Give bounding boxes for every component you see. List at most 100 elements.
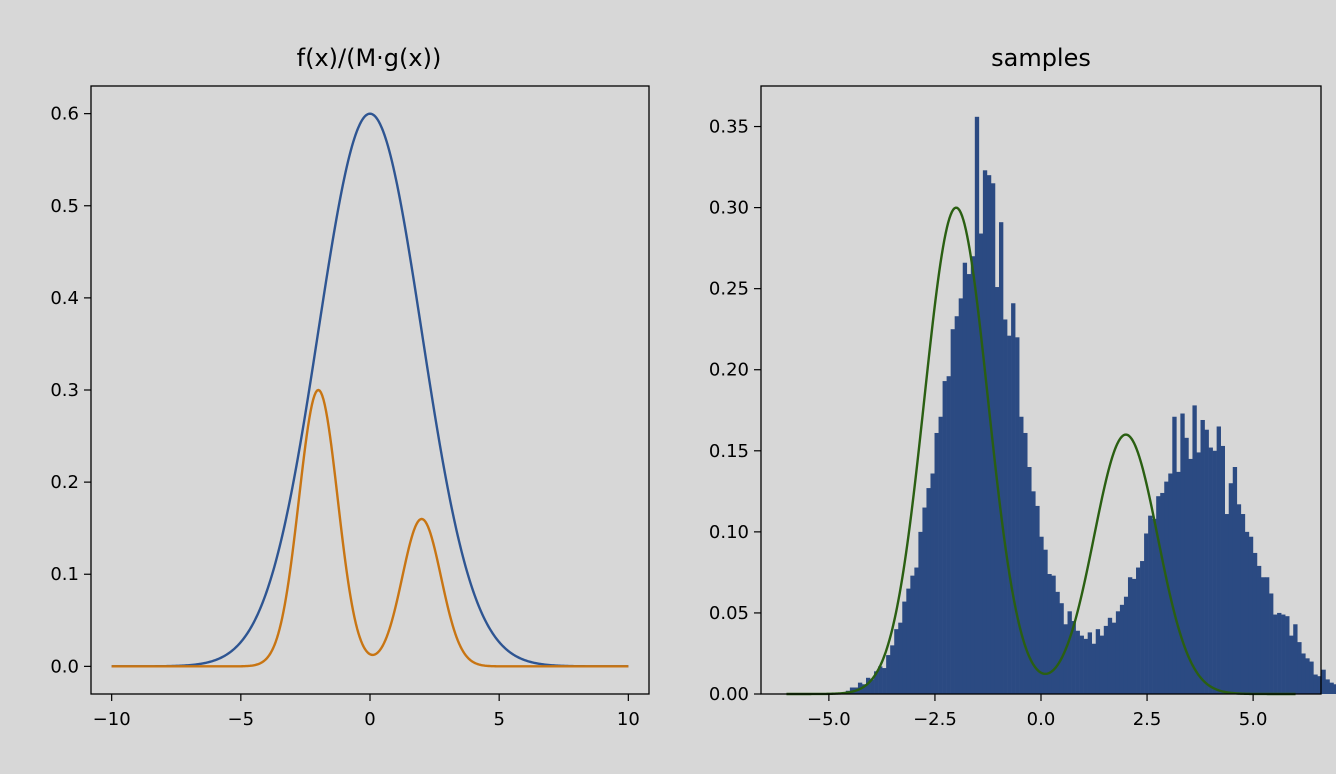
left-chart: f(x)/(M·g(x)) −10 −5 0 5 10 0.0 0.1 0.2 0.3 0.4 0.… [50,44,650,730]
hist-bar [1067,611,1072,694]
hist-bar [1168,473,1173,694]
hist-bar [986,175,992,695]
hist-bar [1043,549,1048,694]
hist-bar [1244,531,1250,694]
series-line-orange [111,388,629,668]
hist-bar [1321,669,1326,694]
hist-bar [1063,624,1068,694]
y-tick-label: 0.30 [709,198,749,219]
y-tick-label: 0.00 [709,684,749,705]
hist-bar [1091,643,1097,694]
hist-bar [1224,514,1230,694]
hist-bar [1208,447,1213,694]
hist-bar [1123,596,1129,694]
x-tick-label: 2.5 [1133,709,1162,730]
hist-bar [934,432,939,694]
hist-bar [918,531,923,694]
hist-bar [974,116,980,694]
right-chart-title: samples [991,44,1091,72]
hist-bar [1212,450,1217,694]
hist-bar [1265,577,1270,694]
left-chart-title: f(x)/(M·g(x)) [297,44,442,72]
hist-bar [1071,621,1076,694]
right-chart: samples −5.0 −2.5 0.0 2.5 5.0 0.00 0.05 0.10 0.1… [709,44,1336,730]
hist-bar [958,298,964,694]
hist-bar [1115,611,1121,694]
hist-bar [966,274,972,694]
hist-bar [1313,674,1318,694]
y-tick-label: 0.0 [50,656,79,677]
hist-bar [946,376,951,694]
hist-bar [1019,416,1024,694]
right-plot-area: −5.0 −2.5 0.0 2.5 5.0 0.00 0.05 0.10 0.15 0.20 0.2… [709,117,1336,730]
hist-bar [1148,515,1153,694]
hist-bar [1011,303,1016,694]
y-tick-label: 0.10 [709,522,749,543]
hist-bar [1144,533,1149,694]
x-tick-label: −2.5 [913,709,957,730]
hist-bar [1083,638,1088,694]
hist-bar [906,588,911,694]
hist-bar [978,233,984,695]
hist-bar [1240,514,1246,694]
hist-bar [962,262,968,694]
hist-bar [1180,413,1185,694]
hist-bar [894,629,899,694]
hist-bar [1277,612,1282,694]
hist-bar [870,679,875,694]
left-axes-frame [90,85,650,695]
hist-bar [1216,426,1221,694]
right-axes-frame [760,85,1322,695]
hist-bar [1196,452,1201,694]
hist-bar [1027,467,1032,694]
hist-bar [1127,577,1133,694]
hist-bar [1325,679,1330,694]
hist-bar [1079,635,1084,694]
hist-bar [1087,632,1092,694]
hist-bar [1297,642,1302,694]
y-tick-label: 0.5 [50,196,79,217]
hist-bar [1035,505,1040,694]
hist-bar [942,381,947,694]
hist-bar [886,655,891,694]
hist-bar [1329,682,1334,694]
x-tick-label: −5 [228,709,255,730]
hist-bar [1285,616,1290,694]
y-tick-label: 0.1 [50,564,79,585]
hist-bar [1305,658,1310,694]
y-tick-label: 0.15 [709,441,749,462]
hist-bar [902,601,907,694]
hist-bar [1107,617,1113,694]
hist-bar [1136,567,1141,694]
hist-bar [1132,578,1137,694]
hist-bar [1099,635,1105,694]
hist-bar [1023,432,1028,694]
hist-bar [1047,574,1052,694]
hist-bar [1281,614,1286,694]
y-tick-label: 0.35 [709,117,749,138]
y-tick-label: 0.6 [50,104,79,125]
hist-bar [938,416,943,694]
hist-bar [1095,629,1101,694]
hist-bar [878,666,883,694]
hist-bar [1031,491,1036,694]
hist-bar [1260,577,1266,694]
y-tick-label: 0.25 [709,279,749,300]
x-tick-label: 5 [493,709,504,730]
hist-bar [1003,319,1008,694]
x-tick-label: −5.0 [807,709,851,730]
hist-bar [1015,337,1020,694]
hist-bar [1188,458,1193,694]
y-tick-label: 0.3 [50,380,79,401]
hist-bar [1232,467,1238,694]
hist-bar [1051,575,1056,694]
hist-bar [926,488,931,694]
hist-bar [1333,684,1336,694]
hist-bar [1152,518,1157,694]
hist-bar [1055,591,1060,694]
hist-bar [1269,593,1274,694]
y-tick-label: 0.05 [709,603,749,624]
y-tick-label: 0.2 [50,472,79,493]
hist-bar [1103,625,1109,694]
